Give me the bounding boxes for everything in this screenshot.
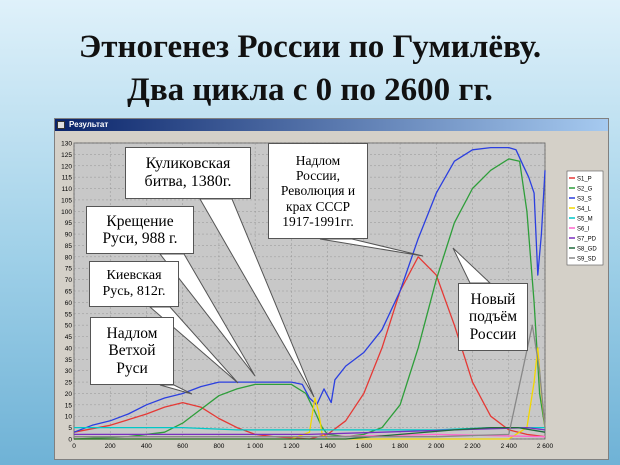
legend-label: S9_SD (577, 256, 597, 262)
series-line-s8_gd (74, 426, 546, 440)
window-title: Результат (69, 120, 109, 129)
legend-label: S2_G (577, 186, 593, 192)
x-tick-label: 400 (141, 443, 152, 450)
y-tick-label: 50 (65, 323, 73, 330)
y-tick-label: 105 (61, 197, 72, 204)
y-tick-label: 65 (65, 289, 73, 296)
callout-kulikovo: Куликовская битва, 1380г. (125, 147, 251, 199)
y-tick-label: 110 (62, 186, 73, 193)
y-tick-label: 25 (65, 380, 73, 387)
callout-novy-podyom: Новый подъём России (458, 283, 528, 351)
x-tick-label: 0 (72, 443, 76, 450)
y-tick-label: 95 (65, 220, 73, 227)
y-tick-label: 80 (65, 254, 73, 261)
y-tick-label: 125 (61, 152, 72, 159)
x-tick-label: 200 (105, 443, 116, 450)
y-tick-label: 55 (65, 311, 73, 318)
y-tick-label: 120 (61, 163, 72, 170)
series-line-s1_p (73, 256, 546, 440)
y-tick-label: 30 (65, 368, 73, 375)
y-tick-label: 5 (68, 425, 72, 432)
x-tick-label: 2 000 (428, 443, 445, 450)
callout-kreshchenie: Крещение Руси, 988 г. (86, 206, 194, 254)
y-tick-label: 85 (65, 243, 73, 250)
slide-title-line2: Два цикла с 0 по 2600 гг. (127, 72, 493, 108)
legend-label: S1_P (577, 176, 592, 182)
y-tick-label: 15 (65, 402, 73, 409)
x-tick-label: 1 600 (356, 443, 373, 450)
y-tick-label: 35 (65, 357, 73, 364)
y-tick-label: 0 (68, 437, 72, 444)
y-tick-label: 60 (65, 300, 73, 307)
legend-label: S4_L (577, 206, 592, 212)
y-tick-label: 45 (65, 334, 73, 341)
x-tick-label: 1 800 (392, 443, 409, 450)
y-tick-label: 100 (61, 209, 72, 216)
x-tick-label: 800 (213, 443, 224, 450)
legend-label: S5_M (577, 216, 593, 222)
legend-label: S6_I (577, 226, 590, 232)
x-tick-label: 600 (177, 443, 188, 450)
x-tick-label: 2 400 (501, 443, 518, 450)
x-tick-label: 1 400 (319, 443, 336, 450)
y-tick-label: 75 (65, 266, 73, 273)
y-tick-label: 20 (65, 391, 73, 398)
window-titlebar[interactable]: Результат (55, 119, 608, 131)
y-tick-label: 10 (65, 414, 73, 421)
x-tick-label: 1 200 (283, 443, 300, 450)
callout-nadlom-russia: Надлом России, Революция и крах СССР 191… (268, 143, 368, 239)
y-tick-label: 70 (65, 277, 73, 284)
series-line-s7_pd (74, 426, 546, 436)
series-line-s9_sd (74, 324, 546, 438)
legend-label: S8_GD (577, 246, 597, 252)
slide-title-line1: Этногенез России по Гумилёву. (78, 29, 542, 65)
window-app-icon (57, 121, 65, 129)
x-tick-label: 1 000 (247, 443, 264, 450)
y-tick-label: 130 (61, 141, 72, 148)
y-tick-label: 90 (65, 232, 73, 239)
legend-label: S7_PD (577, 236, 597, 242)
y-tick-label: 40 (65, 345, 73, 352)
x-tick-label: 2 200 (464, 443, 481, 450)
callout-nadlom-vetkhoy: Надлом Ветхой Руси (90, 317, 174, 385)
callout-kievskaya: Киевская Русь, 812г. (89, 261, 179, 307)
y-tick-label: 115 (62, 175, 73, 182)
x-tick-label: 2 600 (537, 443, 554, 450)
legend-label: S3_S (577, 196, 592, 202)
